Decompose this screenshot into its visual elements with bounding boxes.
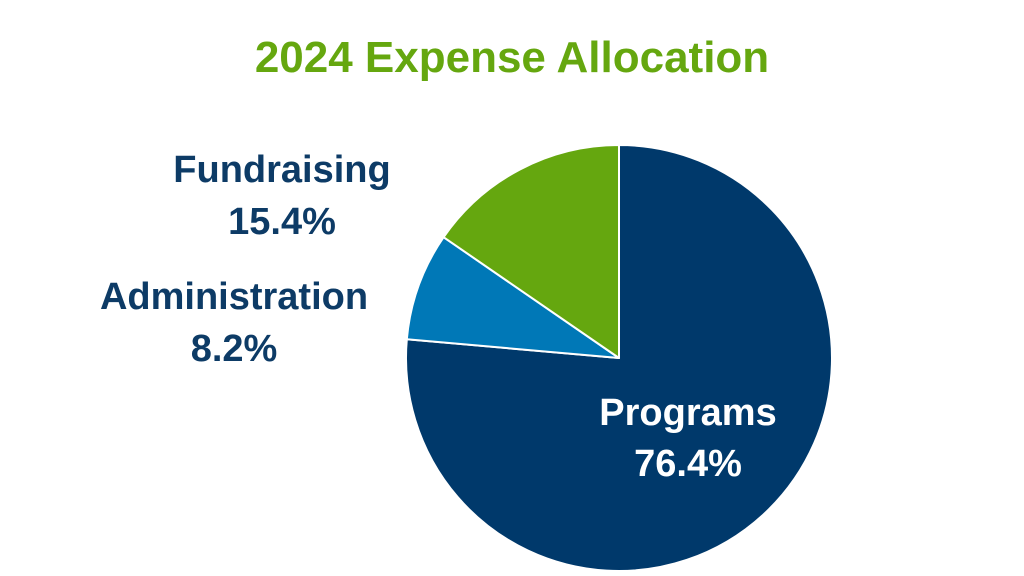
pie-slices [405, 144, 833, 572]
chart-title: 2024 Expense Allocation [254, 33, 770, 82]
slice-labels: Programs 76.4% Administration 8.2% Fundraisi… [100, 149, 777, 485]
slice-value-administration: 8.2% [191, 328, 278, 370]
pie-slice-fundraising [442, 144, 620, 359]
slice-label-fundraising: Fundraising [173, 149, 390, 191]
pie-slice-administration [405, 236, 620, 359]
slice-value-programs: 76.4% [634, 443, 742, 485]
slice-label-programs: Programs [599, 392, 776, 434]
slice-label-administration: Administration [100, 276, 368, 318]
slice-value-fundraising: 15.4% [228, 201, 336, 243]
